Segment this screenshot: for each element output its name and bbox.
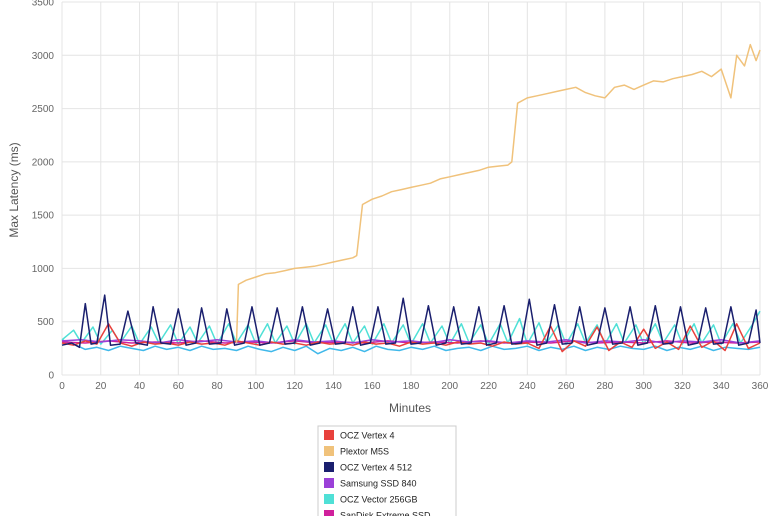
y-tick-label: 0 xyxy=(48,371,54,382)
legend-label: SanDisk Extreme SSD xyxy=(340,511,431,516)
x-tick-label: 80 xyxy=(212,381,224,392)
y-axis-title: Max Latency (ms) xyxy=(7,142,21,237)
series-line xyxy=(61,339,761,355)
x-tick-label: 100 xyxy=(248,381,265,392)
x-tick-label: 340 xyxy=(713,381,730,392)
legend-swatch xyxy=(324,446,334,456)
x-tick-label: 200 xyxy=(441,381,458,392)
legend-label: OCZ Vertex 4 512 xyxy=(340,463,412,473)
x-tick-label: 140 xyxy=(325,381,342,392)
chart-series-group xyxy=(61,43,761,355)
y-tick-label: 1000 xyxy=(32,264,55,275)
legend-label: OCZ Vector 256GB xyxy=(340,495,418,505)
y-tick-label: 1500 xyxy=(32,211,55,222)
x-tick-label: 180 xyxy=(403,381,420,392)
legend-label: Plextor M5S xyxy=(340,447,389,457)
x-tick-label: 160 xyxy=(364,381,381,392)
legend-swatch xyxy=(324,478,334,488)
legend-swatch xyxy=(324,430,334,440)
y-tick-label: 3000 xyxy=(32,51,55,62)
legend-label: Samsung SSD 840 xyxy=(340,479,417,489)
x-tick-label: 0 xyxy=(59,381,65,392)
x-tick-label: 360 xyxy=(752,381,769,392)
series-line xyxy=(235,43,761,344)
x-axis-title: Minutes xyxy=(389,401,431,415)
y-tick-label: 500 xyxy=(37,317,54,328)
x-tick-label: 40 xyxy=(134,381,146,392)
y-tick-label: 2500 xyxy=(32,104,55,115)
x-tick-label: 280 xyxy=(597,381,614,392)
legend-label: OCZ Vertex 4 xyxy=(340,431,395,441)
x-tick-label: 220 xyxy=(480,381,497,392)
x-tick-label: 60 xyxy=(173,381,185,392)
legend-frame xyxy=(317,425,457,516)
x-axis-ticks: 0 20 40 60 80 100 120 140 160 180 200 220 240 260 280 3… xyxy=(59,381,769,392)
x-tick-label: 320 xyxy=(674,381,691,392)
chart-legend: OCZ Vertex 4 Plextor M5S OCZ Vertex 4 512 S… xyxy=(317,425,457,516)
x-tick-label: 240 xyxy=(519,381,536,392)
x-tick-label: 20 xyxy=(95,381,107,392)
legend-swatch xyxy=(324,510,334,516)
x-tick-label: 260 xyxy=(558,381,575,392)
y-axis-ticks: 0 500 1000 1500 2000 2500 3000 3500 xyxy=(32,0,55,382)
series-line xyxy=(61,294,761,349)
x-tick-label: 120 xyxy=(286,381,303,392)
y-tick-label: 3500 xyxy=(32,0,55,9)
x-tick-label: 300 xyxy=(635,381,652,392)
legend-swatch xyxy=(324,494,334,504)
y-tick-label: 2000 xyxy=(32,157,55,168)
legend-swatch xyxy=(324,462,334,472)
chart-gridlines xyxy=(61,1,761,376)
